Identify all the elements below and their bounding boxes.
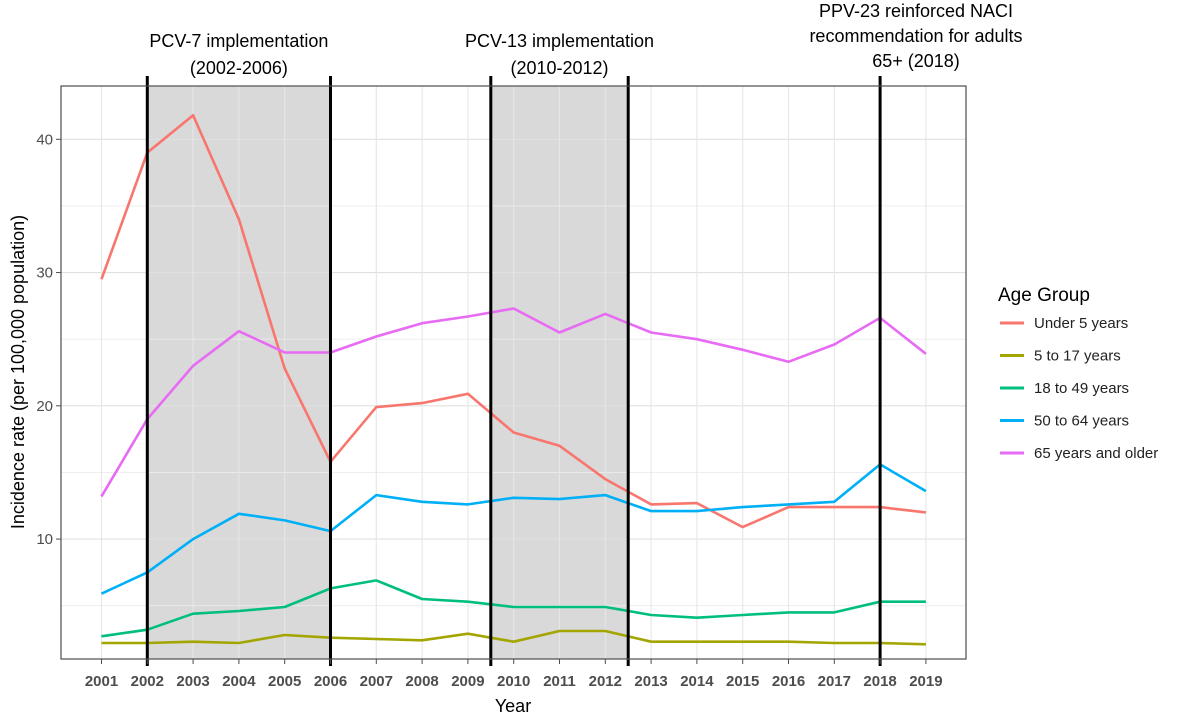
x-tick-label: 2019: [909, 673, 942, 690]
series-line-18-to-49-years: [101, 579, 926, 638]
series-line-50-to-64-years: [100, 463, 927, 595]
reference-line-label: recommendation for adults: [809, 26, 1022, 46]
annotations: PCV-7 implementation (2002-2006) PCV-13 im…: [149, 1, 1022, 78]
legend-label-65-years-and-older: 65 years and older: [1034, 445, 1158, 462]
x-tick-label: 2009: [451, 673, 484, 690]
x-tick-label: 2018: [863, 673, 896, 690]
x-tick-label: 2007: [360, 673, 393, 690]
x-tick-label: 2010: [497, 673, 530, 690]
period-label-2: PCV-13 implementation: [465, 31, 654, 51]
x-tick-label: 2014: [680, 673, 714, 690]
axes: 10 20 30 40 2001 2002 2003 2004 2005 2006 2007 2008…: [36, 131, 942, 690]
x-tick-label: 2003: [176, 673, 209, 690]
y-tick-label: 40: [36, 131, 53, 148]
series-line-65-years-and-older: [100, 307, 927, 498]
x-tick-label: 2012: [589, 673, 622, 690]
legend: Age Group Under 5 years 5 to 17 years 18 t…: [998, 285, 1158, 462]
x-tick-label: 2006: [314, 673, 347, 690]
x-tick-label: 2013: [634, 673, 667, 690]
x-tick-label: 2015: [726, 673, 759, 690]
legend-label-18-to-49-years: 18 to 49 years: [1034, 380, 1129, 397]
x-tick-label: 2008: [405, 673, 438, 690]
y-tick-label: 20: [36, 398, 53, 415]
series-line-5-to-17-years: [101, 629, 926, 646]
reference-line-label: 65+ (2018): [872, 51, 960, 71]
period-label-2: (2010-2012): [510, 58, 608, 78]
legend-title: Age Group: [998, 285, 1090, 306]
x-tick-label: 2005: [268, 673, 301, 690]
series-line-under-5-years: [100, 114, 927, 529]
y-axis-title: Incidence rate (per 100,000 population): [8, 215, 28, 529]
y-tick-label: 30: [36, 265, 53, 282]
y-tick-label: 10: [36, 531, 53, 548]
reference-line-label: PPV-23 reinforced NACI: [819, 1, 1013, 21]
legend-label-50-to-64-years: 50 to 64 years: [1034, 413, 1129, 430]
x-tick-label: 2004: [222, 673, 256, 690]
period-label-1: PCV-7 implementation: [149, 31, 328, 51]
x-tick-label: 2001: [85, 673, 118, 690]
period-boundaries: [145, 76, 882, 666]
x-tick-label: 2016: [772, 673, 805, 690]
x-tick-label: 2011: [543, 673, 576, 690]
x-axis-title: Year: [495, 696, 531, 716]
legend-label-under-5-years: Under 5 years: [1034, 315, 1128, 332]
x-tick-label: 2002: [131, 673, 164, 690]
period-label-1: (2002-2006): [190, 58, 288, 78]
x-tick-label: 2017: [818, 673, 851, 690]
series-lines: [100, 114, 927, 646]
legend-label-5-to-17-years: 5 to 17 years: [1034, 348, 1121, 365]
